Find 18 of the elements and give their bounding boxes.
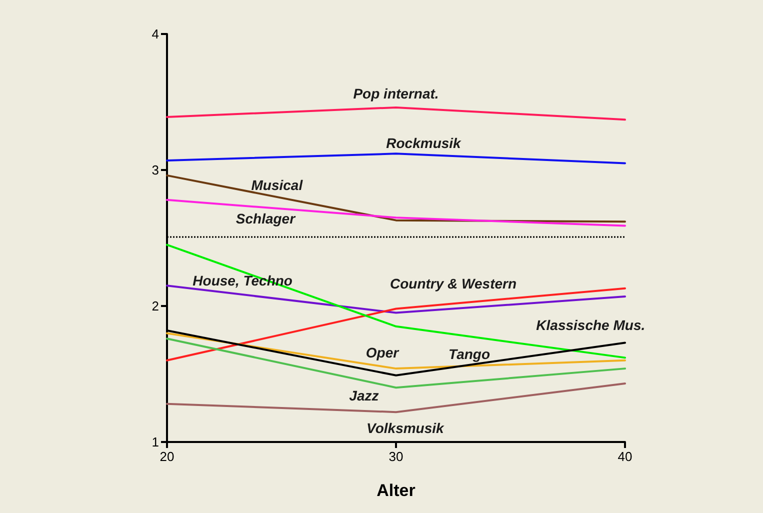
- y-tick-label: 4: [152, 26, 159, 42]
- series-label: Volksmusik: [366, 420, 446, 436]
- y-tick-label: 3: [152, 162, 159, 178]
- x-tick-label: 40: [618, 449, 632, 464]
- y-tick-label: 2: [152, 298, 159, 314]
- series-label: Musical: [251, 176, 304, 193]
- series-label: Klassische Mus.: [536, 316, 646, 333]
- series-label: Oper: [366, 344, 400, 360]
- series-label: Pop internat.: [353, 85, 439, 102]
- series-label: Schlager: [236, 210, 297, 227]
- series-label: Jazz: [349, 388, 379, 404]
- x-tick-label: 20: [160, 449, 174, 464]
- y-tick-label: 1: [152, 434, 159, 450]
- x-tick-label: 30: [388, 449, 404, 464]
- x-axis-title: Alter: [376, 481, 416, 500]
- series-label: Country & Western: [390, 276, 517, 292]
- series-label: Rockmusik: [386, 134, 462, 151]
- series-label: Tango: [448, 346, 490, 362]
